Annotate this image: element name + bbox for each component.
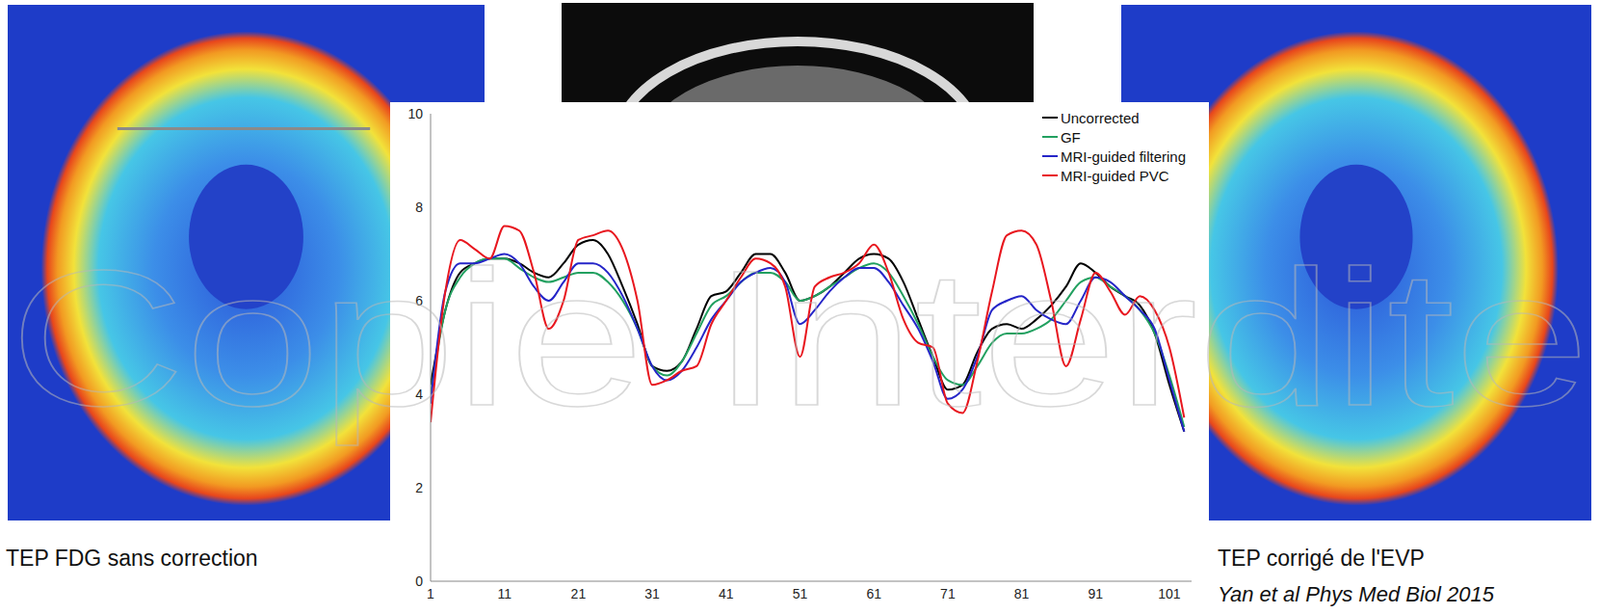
svg-text:81: 81 bbox=[1014, 585, 1030, 602]
svg-text:91: 91 bbox=[1088, 585, 1104, 602]
html-text:GF: GF bbox=[1060, 128, 1081, 145]
html-text:TEP corrigé de l'EVP: TEP corrigé de l'EVP bbox=[1217, 545, 1425, 571]
svg-text:21: 21 bbox=[571, 585, 587, 602]
svg-text:11: 11 bbox=[497, 585, 512, 602]
svg-text:101: 101 bbox=[1157, 585, 1181, 602]
html-text:Yan et al Phys Med Biol 2015: Yan et al Phys Med Biol 2015 bbox=[1217, 581, 1495, 606]
html-text:MRI-guided filtering: MRI-guided filtering bbox=[1060, 147, 1186, 165]
html-text:Uncorrected: Uncorrected bbox=[1060, 109, 1140, 126]
svg-text:51: 51 bbox=[792, 585, 809, 602]
svg-text:61: 61 bbox=[865, 585, 882, 602]
svg-text:31: 31 bbox=[644, 585, 660, 602]
svg-text:71: 71 bbox=[940, 585, 956, 602]
svg-text:1: 1 bbox=[426, 585, 435, 602]
svg-text:10: 10 bbox=[407, 105, 423, 122]
svg-text:Copie Interdite: Copie Interdite bbox=[9, 230, 1590, 446]
html-text:MRI-guided PVC: MRI-guided PVC bbox=[1060, 167, 1169, 184]
html-text:TEP FDG sans correction: TEP FDG sans correction bbox=[5, 545, 258, 571]
svg-text:8: 8 bbox=[415, 199, 423, 215]
svg-text:2: 2 bbox=[415, 479, 423, 496]
svg-text:4: 4 bbox=[415, 386, 423, 402]
svg-text:0: 0 bbox=[415, 573, 423, 589]
svg-text:6: 6 bbox=[415, 292, 423, 309]
svg-text:41: 41 bbox=[718, 585, 735, 602]
